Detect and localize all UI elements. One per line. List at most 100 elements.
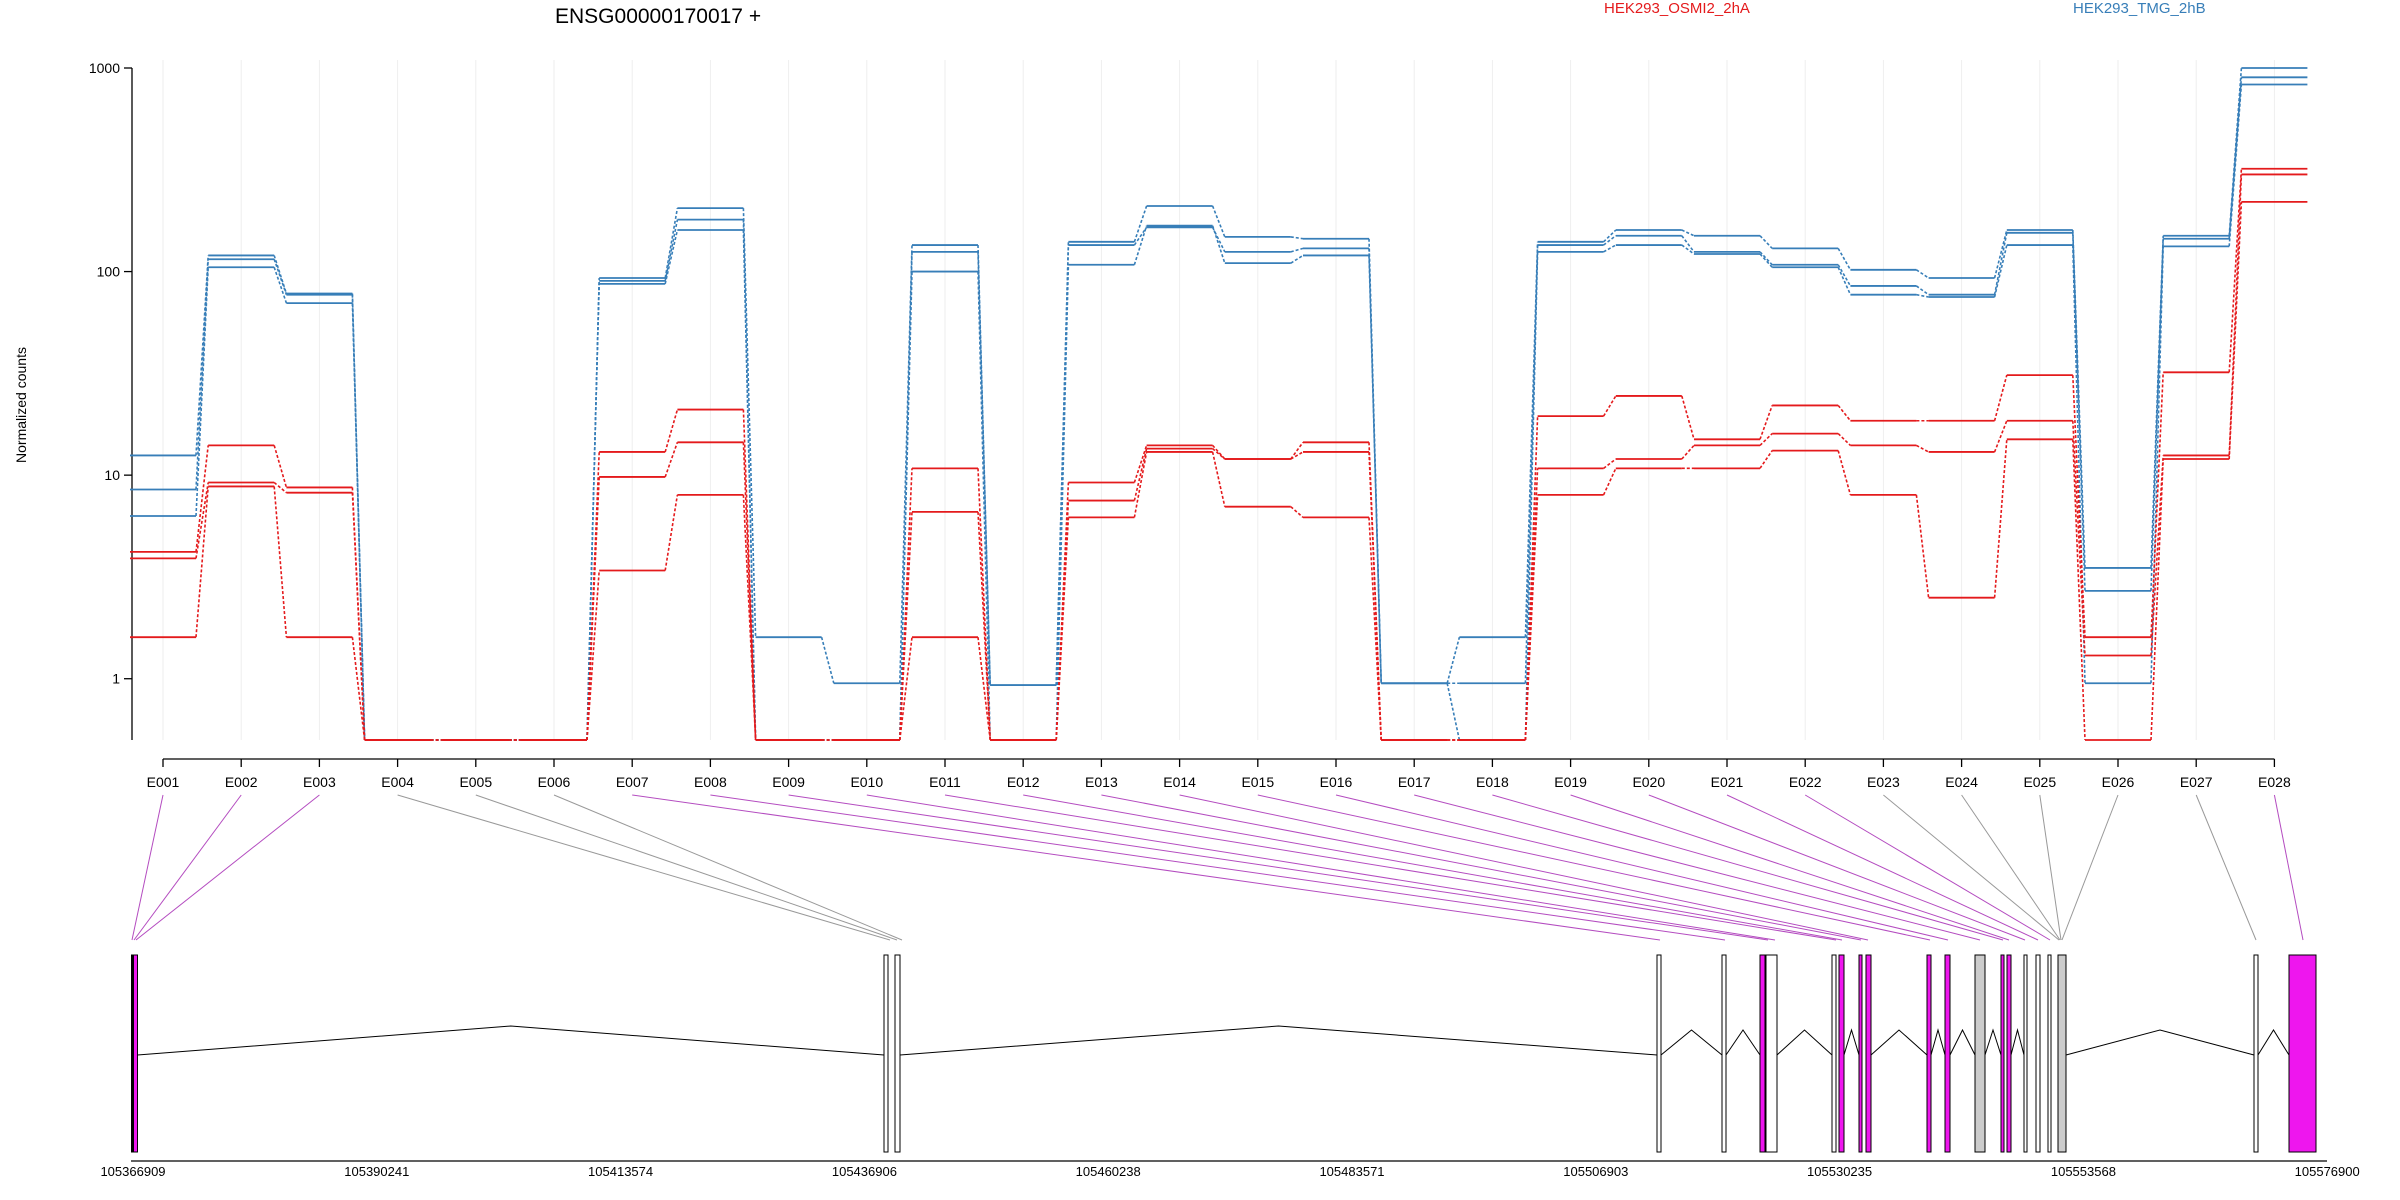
x-tick-label: E002 — [225, 774, 258, 790]
exon-box — [2288, 954, 2317, 1153]
series-connector — [2228, 201, 2243, 460]
intron-line — [1660, 1029, 1723, 1056]
series-connector — [586, 476, 600, 741]
series-connector — [195, 255, 209, 456]
series-connector — [1759, 253, 1773, 268]
coordinate-tick-label: 105366909 — [100, 1164, 165, 1179]
x-tick-label: E020 — [1632, 774, 1665, 790]
series-5 — [130, 200, 2308, 741]
exon-connector — [866, 794, 1776, 941]
intron-line — [1949, 1028, 1976, 1056]
series-connector — [273, 481, 287, 494]
coordinate-tick-label: 105390241 — [344, 1164, 409, 1179]
exon-connector — [1179, 794, 1869, 941]
exon-connector — [1570, 794, 2010, 941]
series-connector — [2072, 375, 2086, 638]
series-connector — [1211, 225, 1226, 264]
series-connector — [1759, 405, 1773, 440]
series-connector — [2150, 372, 2164, 638]
series-connector — [1993, 420, 2008, 453]
intron-line — [1930, 1028, 1946, 1056]
exon-connector — [135, 794, 320, 941]
x-tick-label: E027 — [2180, 774, 2213, 790]
series-connector — [1681, 444, 1695, 460]
legend-entry-tmg: HEK293_TMG_2hB — [2073, 0, 2206, 17]
x-tick-label: E008 — [694, 774, 727, 790]
series-connector — [1916, 444, 1929, 453]
series-connector — [977, 511, 991, 741]
exon-connector — [131, 794, 164, 941]
exon-box — [883, 954, 889, 1153]
series-connector — [977, 271, 991, 741]
intron-line — [899, 1025, 1658, 1056]
series-connector — [1681, 235, 1695, 253]
y-tick-label: 10 — [104, 467, 120, 483]
x-tick-label: E001 — [147, 774, 180, 790]
series-connector — [1290, 247, 1304, 253]
series-connector — [2228, 168, 2243, 373]
series-connector — [742, 494, 757, 741]
coordinate-tick-label: 105530235 — [1807, 1164, 1872, 1179]
coordinate-tick-label: 105483571 — [1319, 1164, 1384, 1179]
y-tick-label: 1000 — [89, 60, 120, 76]
y-axis: 1 10 100 1000 — [89, 60, 133, 740]
series-connector — [1681, 395, 1695, 440]
series-connector — [1211, 451, 1226, 507]
series-connector — [2150, 238, 2164, 591]
series-connector — [1993, 232, 2008, 295]
coordinate-tick-label: 105436906 — [832, 1164, 897, 1179]
x-tick-label: E011 — [929, 774, 961, 790]
x-axis: E001 E002 E003 E004 E005 E006 E007 E008 E009 E010… — [147, 758, 2291, 790]
series-connector — [586, 283, 600, 741]
x-tick-label: E005 — [459, 774, 492, 790]
exon-box — [1858, 954, 1863, 1153]
intron-line — [1725, 1029, 1761, 1056]
series-connector — [1915, 269, 1930, 279]
series-connector — [977, 468, 991, 741]
exon-box — [1721, 954, 1727, 1153]
series-connector — [195, 445, 209, 552]
exon-box — [1759, 954, 1766, 1153]
series-connector — [1603, 235, 1617, 246]
exon-box — [1656, 954, 1662, 1153]
series-connector — [351, 303, 366, 741]
x-tick-label: E028 — [2258, 774, 2291, 790]
exon-connector — [1648, 794, 2026, 941]
series-connector — [1681, 244, 1695, 255]
intron-line — [1984, 1028, 2002, 1056]
coordinate-tick-label: 105576900 — [2295, 1164, 2360, 1179]
series-connector — [1368, 255, 1382, 684]
exon-box — [1944, 954, 1951, 1153]
series-connector — [1133, 448, 1148, 501]
series-connector — [1055, 517, 1070, 741]
series-connector — [1759, 450, 1773, 469]
exon-connector — [2195, 794, 2257, 941]
series-connector — [664, 207, 679, 279]
series-connector — [1446, 636, 1461, 684]
y-tick-label: 1 — [112, 671, 120, 687]
coordinate-tick-label: 105553568 — [2051, 1164, 2116, 1179]
exon-connector — [397, 794, 891, 941]
intron-line — [137, 1025, 885, 1056]
x-tick-label: E022 — [1789, 774, 1822, 790]
x-tick-label: E017 — [1398, 774, 1431, 790]
series-connector — [1368, 451, 1382, 741]
series-connector — [1993, 229, 2008, 279]
series-connector — [586, 451, 600, 741]
series-connector — [742, 230, 757, 741]
series-connector — [899, 637, 913, 741]
series-connector — [1681, 229, 1695, 237]
series-connector — [1837, 247, 1852, 271]
series-connector — [1368, 517, 1382, 741]
series-connector — [195, 486, 209, 638]
gene-model: 105366909 105390241 105413574 105436906 1054… — [100, 954, 2360, 1179]
series-connector — [1290, 506, 1304, 519]
exon-connector — [2039, 794, 2062, 941]
exon-connector — [1257, 794, 1931, 941]
series-connector — [1837, 433, 1851, 446]
series-connector — [1055, 264, 1070, 741]
chart-title: ENSG00000170017 + — [555, 5, 761, 28]
series-connector — [1133, 205, 1148, 243]
exon-box — [2006, 954, 2012, 1153]
